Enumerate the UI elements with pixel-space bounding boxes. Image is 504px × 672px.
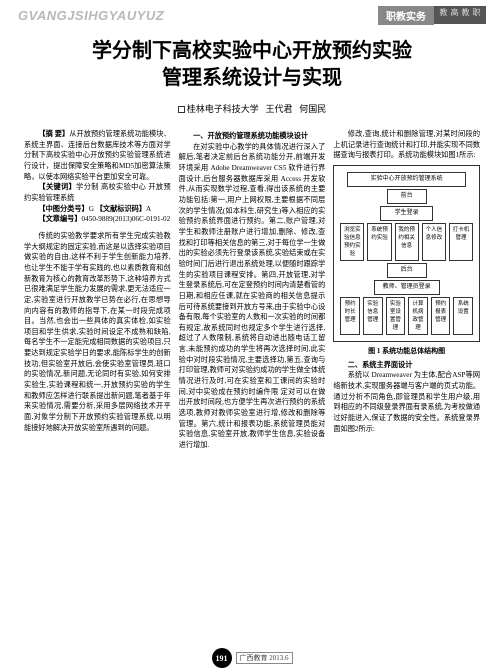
author-2: 何国民 — [299, 104, 326, 114]
author-line: 桂林电子科技大学 王代君 何国民 — [24, 102, 480, 115]
section1-body: 在对实验中心教学的具体情况进行深入了解后,笔者决定前后台系统功能分开,前端开发环… — [179, 142, 326, 451]
affiliation: 桂林电子科技大学 — [187, 104, 259, 114]
docnum-value: 0450-9889(2013)06C-0191-02 — [82, 215, 171, 223]
column-3: 修改,查询,统计和删除管理,对某时间段的上机记录进行查询统计和打印,并能实现不同… — [333, 129, 480, 451]
fig1-fm-2: 我的预约相关信息 — [395, 223, 419, 262]
column-1: 【摘 要】从开放预约管理系统功能模块、系统主界面、连接后台数据库技术等方面对学分… — [24, 129, 171, 451]
column-2: 一、开放预约管理系统功能模块设计 在对实验中心教学的具体情况进行深入了解后,笔者… — [179, 129, 326, 451]
fig1-bm-2: 实验室设置管理 — [386, 297, 406, 336]
fig1-bm-5: 系统设置 — [453, 297, 473, 336]
clc-value: G — [89, 205, 94, 213]
fig1-bm-0: 预约时长管理 — [340, 297, 360, 336]
fig1-back: 后台 — [387, 263, 427, 278]
docnum-label: 【文章编号】 — [38, 215, 81, 223]
page-number: 191 — [212, 648, 232, 668]
clc-label: 【中图分类号】 — [38, 205, 88, 213]
keywords-label: 【关键词】 — [38, 183, 76, 191]
col3-continuation: 修改,查询,统计和删除管理,对某时间段的上机记录进行查询统计和打印,并能实现不同… — [333, 129, 480, 161]
section1-head: 一、开放预约管理系统功能模块设计 — [179, 131, 326, 142]
figure-1: 实验中心开放预约管理系统 前台 学生登录 浏览实验信息预约实验 系统预约实验 我… — [333, 165, 480, 342]
docnum-line: 【文章编号】0450-9889(2013)06C-0191-02 — [24, 214, 171, 225]
fig1-front: 前台 — [387, 189, 427, 204]
doc-code-value: A — [146, 205, 151, 213]
fig1-front-row: 浏览实验信息预约实验 系统预约实验 我的预约相关信息 个人信息修改 打卡机管理 — [340, 223, 473, 262]
title-line1: 学分制下高校实验中心开放预约实验 — [92, 40, 412, 62]
intro-paragraph: 传统的实验教学要求所有学生完成实验教学大纲规定的固定实验,而这是以选择实验项目做… — [24, 231, 171, 433]
fig1-root: 实验中心开放预约管理系统 — [347, 172, 466, 187]
issue-label: 广西教育 2013.6 — [236, 652, 293, 664]
author-1: 王代君 — [265, 104, 292, 114]
fig1-bm-3: 计算机病政管理 — [408, 297, 428, 336]
affiliation-box-icon — [178, 106, 185, 113]
header-watermark: GVANGJSIHGYAUYUZ — [18, 8, 164, 23]
fig1-bm-1: 实验信息管理 — [363, 297, 383, 336]
fig1-student: 学生登录 — [380, 206, 433, 221]
fig1-fm-0: 浏览实验信息预约实验 — [340, 223, 364, 262]
fig1-back-row: 预约时长管理 实验信息管理 实验室设置管理 计算机病政管理 预约报表管理 系统设… — [340, 297, 473, 336]
fig1-bm-4: 预约报表管理 — [431, 297, 451, 336]
body-columns: 【摘 要】从开放预约管理系统功能模块、系统主界面、连接后台数据库技术等方面对学分… — [24, 129, 480, 451]
page-footer: 191 广西教育 2013.6 — [0, 648, 504, 668]
fig1-fm-1: 系统预约实验 — [367, 223, 391, 262]
clc-line: 【中图分类号】G 【文献标识码】A — [24, 204, 171, 215]
section2-body: 系统以 Dreamweaver 为主体,配合ASP等网络新技术,实现服务器端与客… — [333, 370, 480, 434]
fig1-fm-4: 打卡机管理 — [449, 223, 473, 262]
fig1-fm-3: 个人信息修改 — [422, 223, 446, 262]
abstract: 【摘 要】从开放预约管理系统功能模块、系统主界面、连接后台数据库技术等方面对学分… — [24, 129, 171, 182]
abstract-label: 【摘 要】 — [38, 130, 69, 138]
header-subcategory: 职教高教 — [434, 6, 486, 24]
figure-1-caption: 图 1 系统功能总体结构图 — [333, 346, 480, 356]
doc-code-label: 【文献标识码】 — [96, 205, 146, 213]
fig1-teacher: 教师、管理员登录 — [374, 280, 440, 295]
section2-head: 二、系统主界面设计 — [333, 360, 480, 371]
title-line2: 管理系统设计与实现 — [162, 67, 342, 89]
keywords: 【关键词】学分制 高校实验中心 开放预约实验管理系统 — [24, 182, 171, 203]
header-category: 职教实务 — [378, 6, 434, 25]
article-title: 学分制下高校实验中心开放预约实验 管理系统设计与实现 — [24, 38, 480, 92]
